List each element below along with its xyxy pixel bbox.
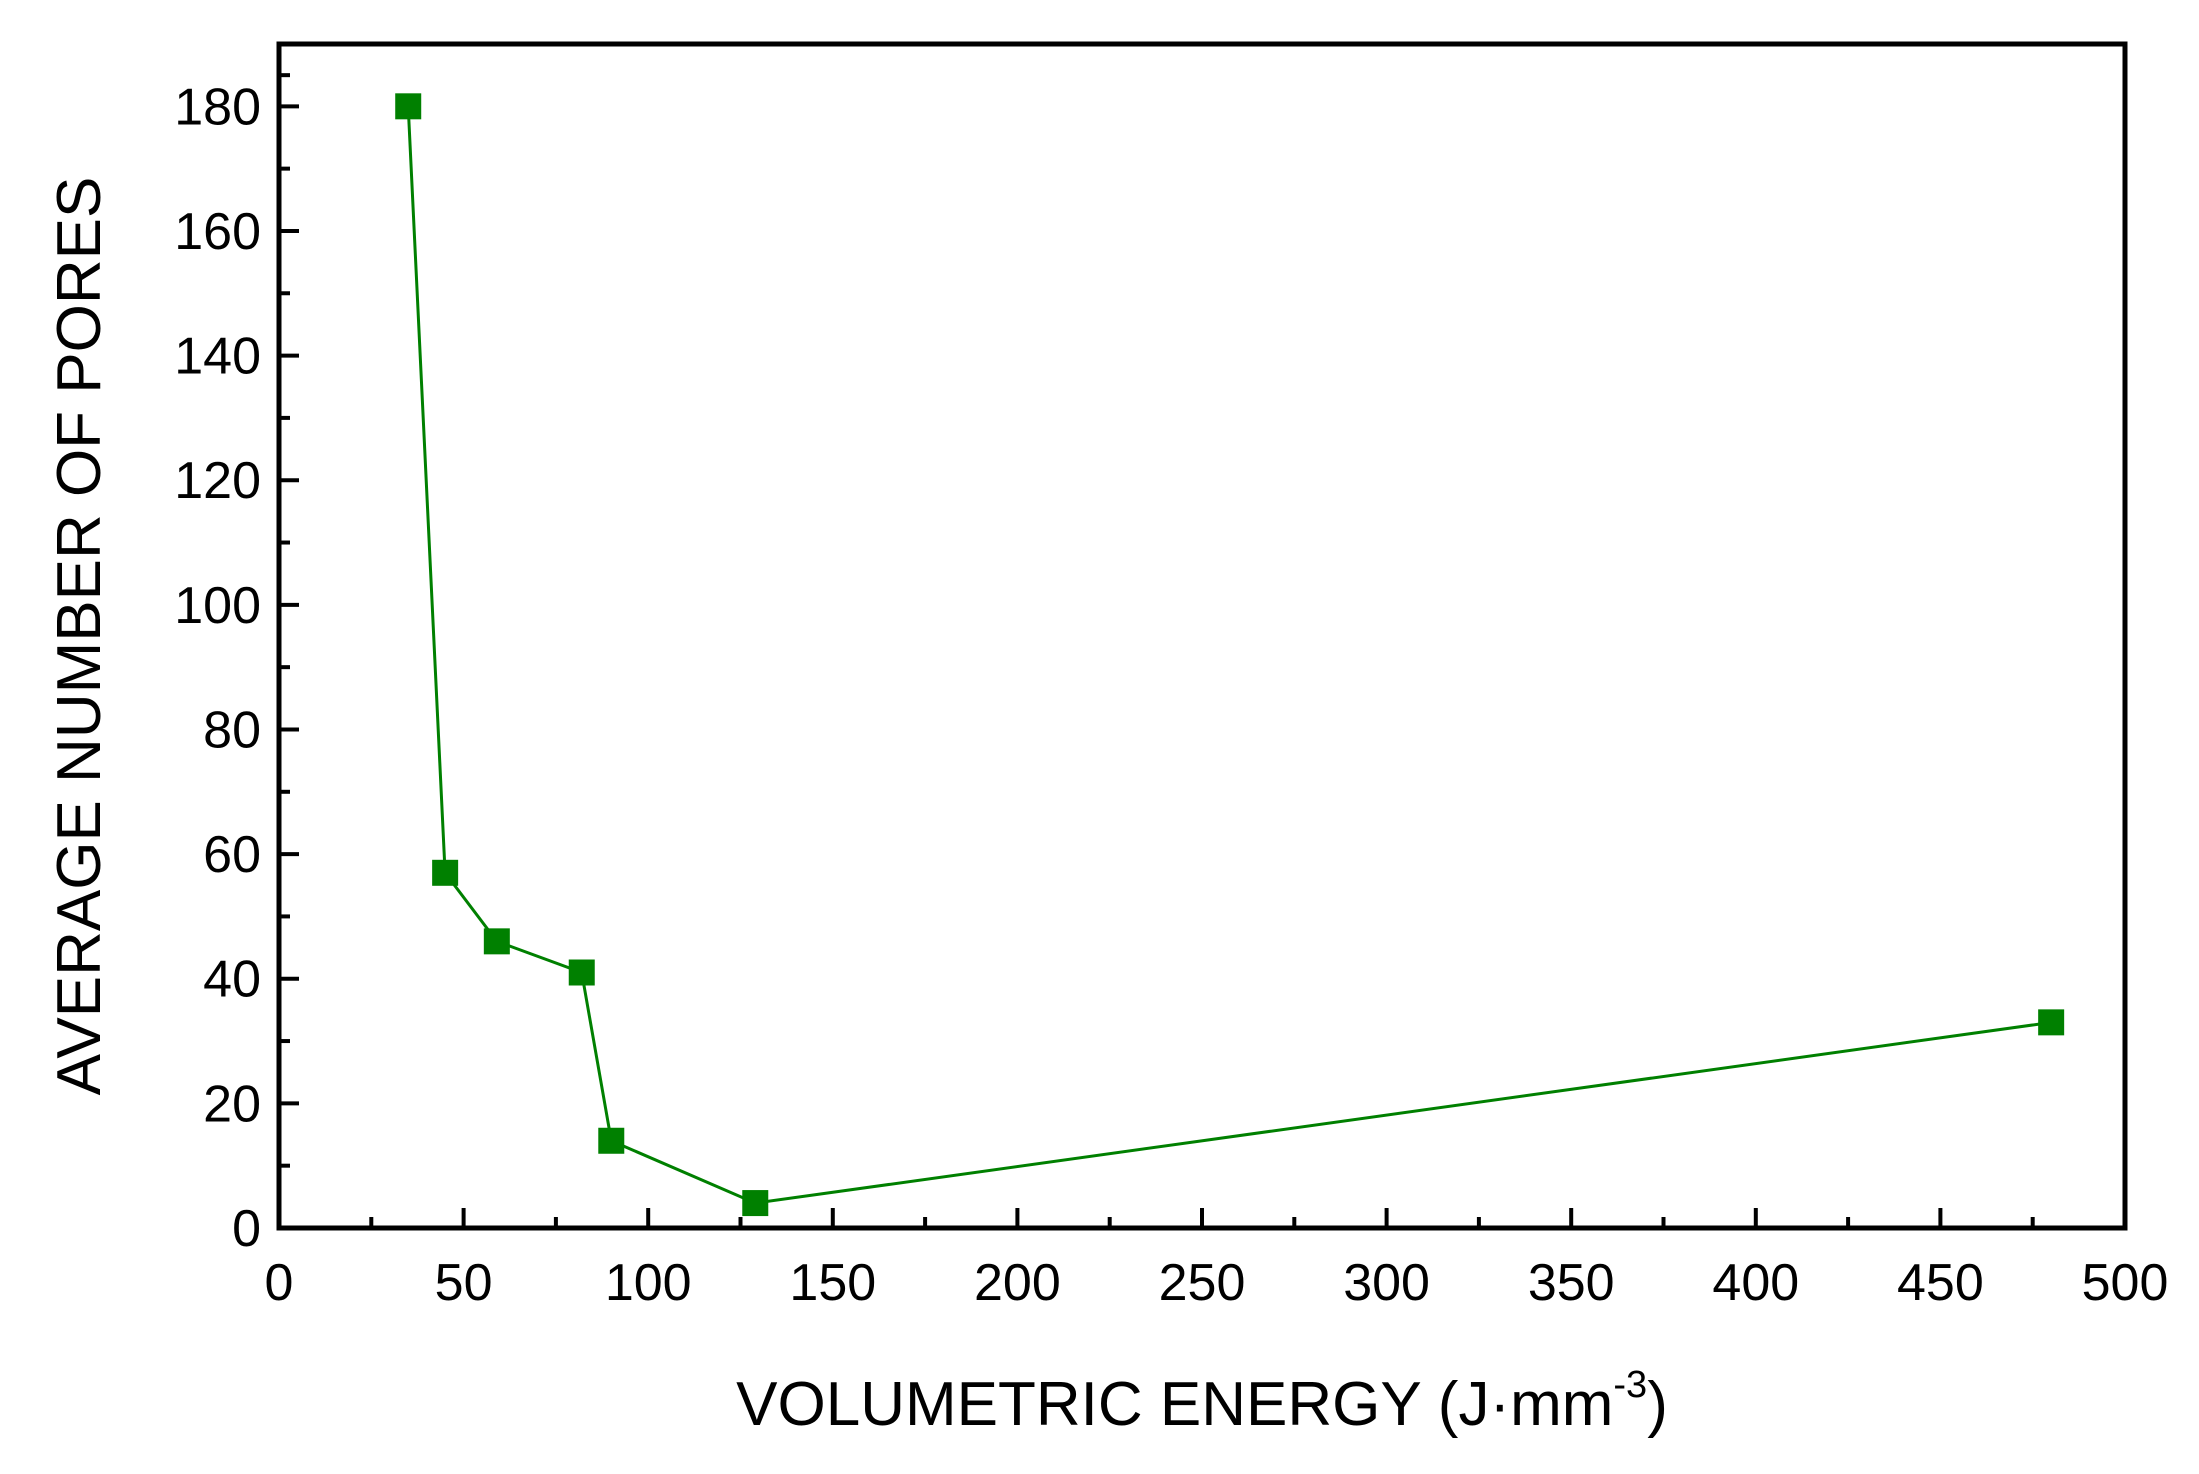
y-tick-label: 120 xyxy=(174,452,261,510)
x-tick-label: 350 xyxy=(1528,1254,1615,1312)
x-tick-label: 0 xyxy=(265,1254,294,1312)
x-axis-title-main: VOLUMETRIC ENERGY (J·mm xyxy=(736,1370,1613,1439)
data-point-marker xyxy=(395,93,422,120)
data-point-marker xyxy=(2038,1009,2065,1036)
data-point-marker xyxy=(598,1127,625,1154)
data-point-marker xyxy=(742,1190,769,1217)
x-tick-label: 300 xyxy=(1343,1254,1430,1312)
x-tick-label: 100 xyxy=(605,1254,692,1312)
x-axis-title: VOLUMETRIC ENERGY (J·mm-3) xyxy=(736,1364,1668,1439)
y-tick-label: 80 xyxy=(203,701,261,759)
x-tick-label: 50 xyxy=(435,1254,493,1312)
x-axis-title-suffix: ) xyxy=(1647,1370,1668,1439)
x-tick-label: 250 xyxy=(1159,1254,1246,1312)
x-tick-label: 450 xyxy=(1897,1254,1984,1312)
data-point-marker xyxy=(483,928,510,955)
y-tick-label: 0 xyxy=(232,1200,261,1258)
x-tick-label: 500 xyxy=(2082,1254,2169,1312)
data-point-marker xyxy=(432,859,459,886)
y-tick-label: 40 xyxy=(203,951,261,1009)
tick-labels: 0 50 100 150 200 250 300 350 400 450 500 0 20 40 60 80 1… xyxy=(174,78,2168,1312)
y-tick-label: 20 xyxy=(203,1075,261,1133)
y-tick-label: 60 xyxy=(203,826,261,884)
series-line xyxy=(406,106,2052,1205)
data-markers xyxy=(395,93,2065,1217)
y-tick-label: 160 xyxy=(174,203,261,261)
y-tick-label: 140 xyxy=(174,328,261,386)
x-tick-label: 150 xyxy=(789,1254,876,1312)
y-tick-label: 180 xyxy=(174,78,261,136)
x-axis-title-superscript: -3 xyxy=(1613,1364,1647,1406)
x-tick-label: 200 xyxy=(974,1254,1061,1312)
data-point-marker xyxy=(568,959,595,986)
y-axis-title: AVERAGE NUMBER OF PORES xyxy=(45,177,114,1096)
x-tick-label: 400 xyxy=(1712,1254,1799,1312)
y-tick-label: 100 xyxy=(174,577,261,635)
ticks xyxy=(277,73,2127,1230)
